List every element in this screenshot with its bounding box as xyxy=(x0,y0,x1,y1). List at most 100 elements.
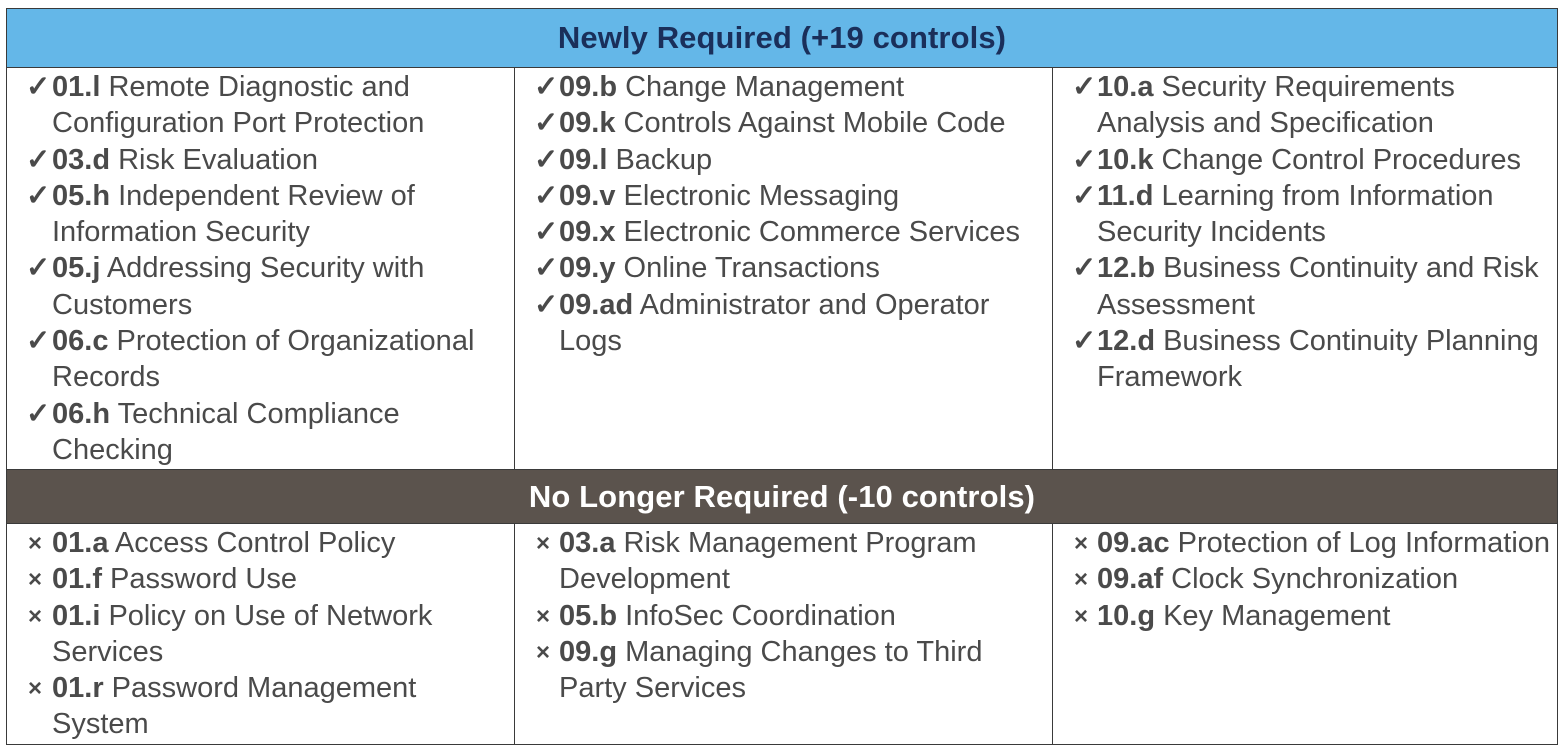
checkmark-icon: ✓ xyxy=(534,179,559,212)
x-mark-icon: × xyxy=(28,675,43,703)
control-item: ✓ 01.l Remote Diagnostic and Configuratio… xyxy=(7,69,514,142)
control-code: 09.k xyxy=(559,107,616,140)
x-mark-icon: × xyxy=(1074,530,1089,557)
control-item: ✓ 09.k Controls Against Mobile Code xyxy=(515,105,1052,141)
checkmark-icon: ✓ xyxy=(534,143,559,176)
control-label: Electronic Messaging xyxy=(623,179,900,212)
control-code: 06.h xyxy=(52,397,111,430)
checkmark-icon: ✓ xyxy=(26,252,51,285)
no-longer-required-col-2: × 03.a Risk Management Program Developmen… xyxy=(514,524,1052,744)
checkmark-icon: ✓ xyxy=(534,216,559,249)
control-label: Independent Review of Information Securi… xyxy=(52,179,415,249)
control-code: 05.h xyxy=(52,179,111,212)
control-code: 11.d xyxy=(1097,179,1154,212)
control-label: InfoSec Coordination xyxy=(625,599,896,632)
control-item: × 09.g Managing Changes to Third Party Se… xyxy=(515,634,1052,707)
control-code: 10.a xyxy=(1097,71,1154,103)
x-mark-icon: × xyxy=(28,530,43,557)
control-code: 01.r xyxy=(52,672,104,705)
control-code: 09.v xyxy=(559,179,616,212)
control-item: ✓ 05.j Addressing Security with Customers xyxy=(7,250,514,323)
control-item: × 09.ac Protection of Log Information xyxy=(1053,525,1557,561)
control-code: 01.l xyxy=(52,71,101,103)
control-item: ✓ 12.d Business Continuity Planning Frame… xyxy=(1053,323,1557,396)
control-label: Risk Evaluation xyxy=(118,143,318,176)
control-item: ✓ 12.b Business Continuity and Risk Asses… xyxy=(1053,250,1557,323)
checkmark-icon: ✓ xyxy=(534,107,559,140)
control-label: Administrator and Operator Logs xyxy=(559,288,990,358)
control-code: 12.d xyxy=(1097,325,1156,358)
control-code: 09.ad xyxy=(559,288,634,321)
control-label: Electronic Commerce Services xyxy=(623,216,1020,249)
control-item: ✓ 11.d Learning from Information Security… xyxy=(1053,178,1557,251)
checkmark-icon: ✓ xyxy=(1072,325,1097,358)
control-item: × 09.af Clock Synchronization xyxy=(1053,561,1557,597)
newly-required-col-3: ✓ 10.a Security Requirements Analysis and… xyxy=(1052,68,1557,469)
control-item: ✓ 09.x Electronic Commerce Services xyxy=(515,214,1052,250)
control-code: 10.k xyxy=(1097,143,1154,176)
control-code: 03.d xyxy=(52,143,111,176)
control-label: Risk Management Program Development xyxy=(559,527,977,596)
control-label: Technical Compliance Checking xyxy=(52,397,400,466)
newly-required-col-1: ✓ 01.l Remote Diagnostic and Configuratio… xyxy=(7,68,514,469)
control-label: Business Continuity and Risk Assessment xyxy=(1097,252,1539,321)
control-code: 09.ac xyxy=(1097,527,1170,559)
checkmark-icon: ✓ xyxy=(26,179,51,212)
control-label: Key Management xyxy=(1163,599,1391,632)
checkmark-icon: ✓ xyxy=(26,397,51,430)
control-label: Password Use xyxy=(110,563,298,596)
control-code: 01.i xyxy=(52,599,101,632)
control-label: Controls Against Mobile Code xyxy=(623,107,1006,140)
control-item: ✓ 05.h Independent Review of Information … xyxy=(7,178,514,251)
x-mark-icon: × xyxy=(1074,566,1089,594)
control-item: ✓ 09.ad Administrator and Operator Logs xyxy=(515,287,1052,360)
control-code: 01.f xyxy=(52,563,102,596)
control-item: × 10.g Key Management xyxy=(1053,598,1557,634)
no-longer-required-header: No Longer Required (-10 controls) xyxy=(7,469,1557,524)
control-label: Backup xyxy=(615,143,713,176)
newly-required-row: ✓ 01.l Remote Diagnostic and Configuratio… xyxy=(7,68,1557,469)
control-item: ✓ 09.y Online Transactions xyxy=(515,250,1052,286)
checkmark-icon: ✓ xyxy=(26,325,51,358)
control-label: Managing Changes to Third Party Services xyxy=(559,635,983,705)
checkmark-icon: ✓ xyxy=(1072,71,1097,103)
x-mark-icon: × xyxy=(1074,602,1089,630)
control-item: ✓ 10.a Security Requirements Analysis and… xyxy=(1053,69,1557,142)
control-label: Addressing Security with Customers xyxy=(52,252,425,321)
control-code: 09.b xyxy=(559,71,618,103)
control-item: ✓ 09.b Change Management xyxy=(515,69,1052,105)
control-item: ✓ 06.h Technical Compliance Checking xyxy=(7,396,514,469)
control-code: 09.g xyxy=(559,635,618,668)
control-code: 09.x xyxy=(559,216,616,249)
checkmark-icon: ✓ xyxy=(26,143,51,176)
control-item: × 01.f Password Use xyxy=(7,561,514,597)
control-label: Access Control Policy xyxy=(114,527,396,559)
control-code: 06.c xyxy=(52,325,109,358)
x-mark-icon: × xyxy=(28,566,43,594)
control-label: Protection of Log Information xyxy=(1177,527,1551,559)
control-code: 05.j xyxy=(52,252,101,285)
newly-required-col-2: ✓ 09.b Change Management ✓ 09.k Controls Ag… xyxy=(514,68,1052,469)
x-mark-icon: × xyxy=(536,602,551,630)
control-code: 09.y xyxy=(559,252,616,285)
checkmark-icon: ✓ xyxy=(1072,179,1097,212)
control-code: 09.af xyxy=(1097,563,1164,596)
control-label: Business Continuity Planning Framework xyxy=(1097,325,1539,394)
control-label: Clock Synchronization xyxy=(1171,563,1459,596)
x-mark-icon: × xyxy=(28,602,43,630)
control-label: Password Management System xyxy=(52,672,417,741)
control-label: Remote Diagnostic and Configuration Port… xyxy=(52,71,425,140)
control-code: 03.a xyxy=(559,527,616,559)
control-item: ✓ 03.d Risk Evaluation xyxy=(7,142,514,178)
control-item: ✓ 10.k Change Control Procedures xyxy=(1053,142,1557,178)
control-item: × 01.i Policy on Use of Network Services xyxy=(7,598,514,671)
control-code: 12.b xyxy=(1097,252,1156,285)
checkmark-icon: ✓ xyxy=(534,71,559,103)
control-item: × 01.a Access Control Policy xyxy=(7,525,514,561)
control-item: ✓ 09.v Electronic Messaging xyxy=(515,178,1052,214)
control-item: ✓ 09.l Backup xyxy=(515,142,1052,178)
checkmark-icon: ✓ xyxy=(1072,252,1097,285)
x-mark-icon: × xyxy=(536,530,551,557)
checkmark-icon: ✓ xyxy=(1072,143,1097,176)
control-code: 01.a xyxy=(52,527,109,559)
